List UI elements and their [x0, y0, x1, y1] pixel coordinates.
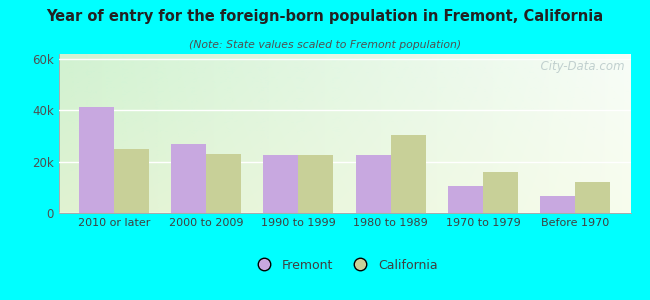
Bar	[79, 106, 114, 213]
Bar	[540, 196, 575, 213]
Bar	[391, 135, 426, 213]
Bar	[206, 154, 241, 213]
Text: City-Data.com: City-Data.com	[533, 60, 625, 74]
Bar	[114, 149, 149, 213]
Bar	[298, 155, 333, 213]
Bar	[448, 186, 483, 213]
Bar	[263, 155, 298, 213]
Bar	[171, 144, 206, 213]
Text: Year of entry for the foreign-born population in Fremont, California: Year of entry for the foreign-born popul…	[46, 9, 604, 24]
Legend: Fremont, California: Fremont, California	[246, 254, 443, 277]
Text: (Note: State values scaled to Fremont population): (Note: State values scaled to Fremont po…	[189, 40, 461, 50]
Bar	[483, 172, 518, 213]
Bar	[356, 155, 391, 213]
Bar	[575, 182, 610, 213]
